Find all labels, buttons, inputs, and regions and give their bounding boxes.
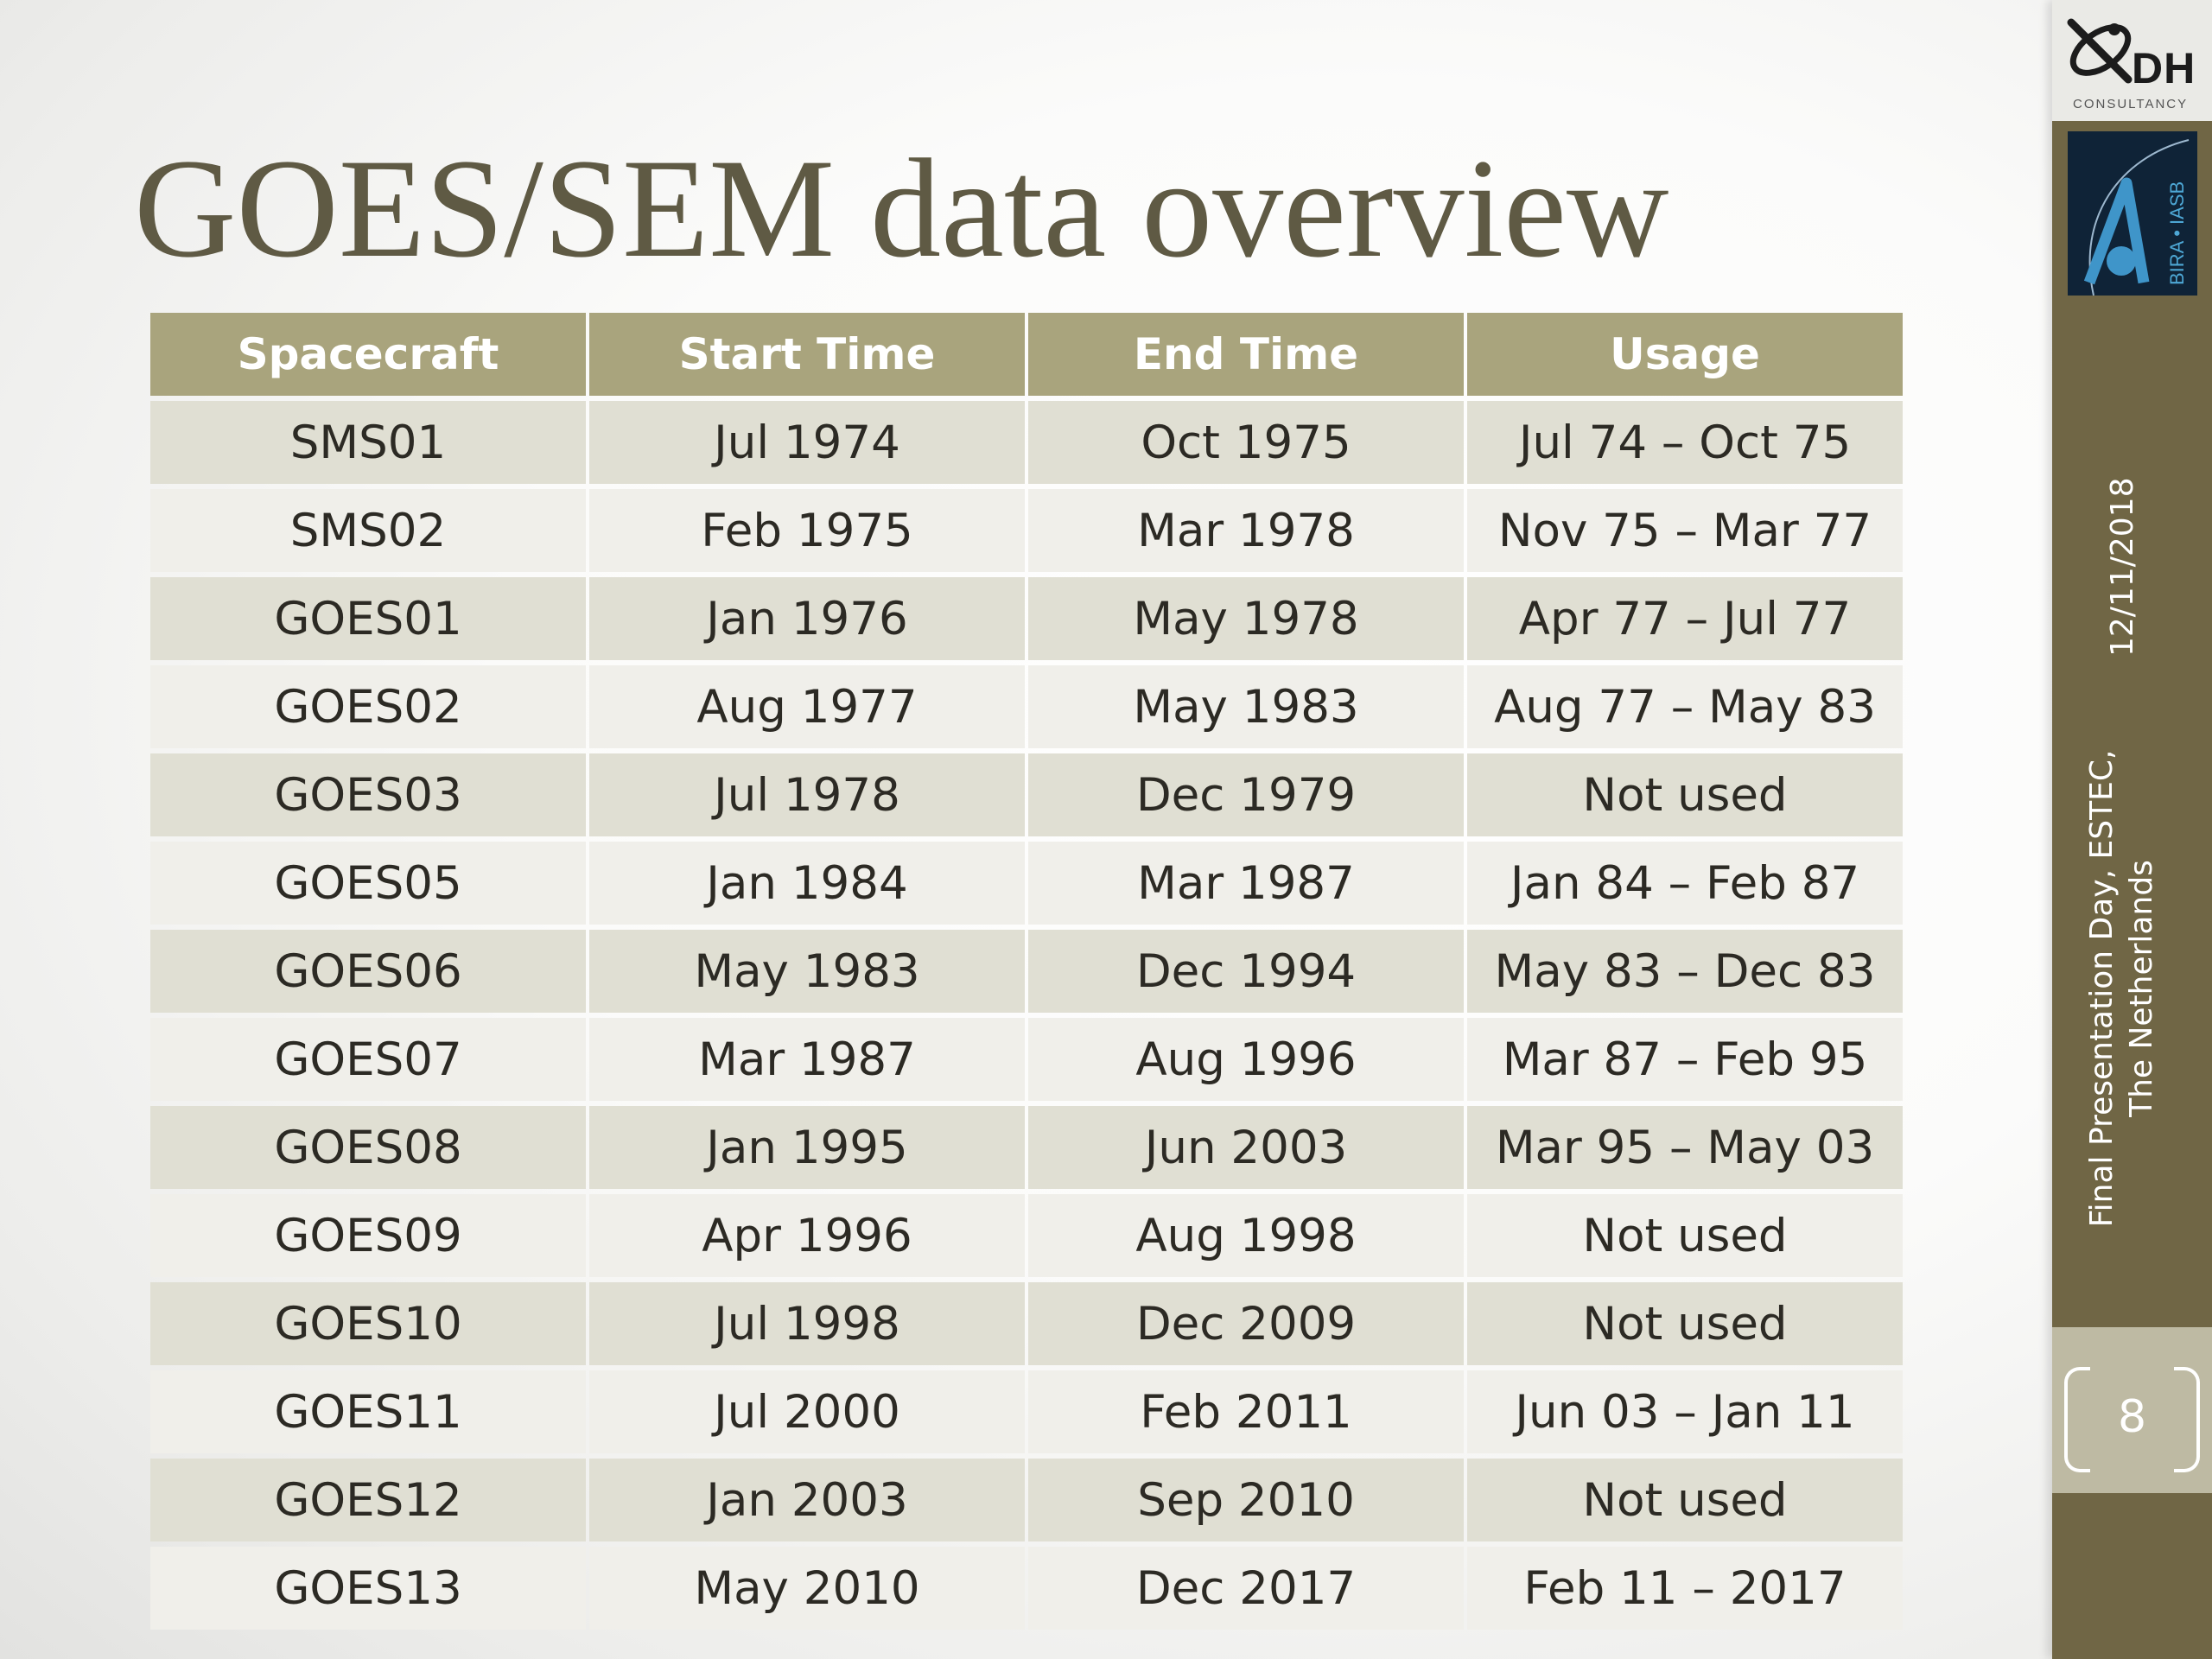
cell-usage: Mar 87 – Feb 95 (1467, 1018, 1903, 1101)
cell-spacecraft: GOES02 (150, 665, 586, 748)
cell-start-time: Jul 1974 (589, 401, 1025, 484)
cell-end-time: Sep 2010 (1028, 1459, 1464, 1541)
cell-end-time: Dec 2009 (1028, 1282, 1464, 1365)
cell-start-time: May 1983 (589, 930, 1025, 1013)
table-row: GOES07 Mar 1987 Aug 1996 Mar 87 – Feb 95 (150, 1018, 1903, 1101)
orbit-logo-icon (2067, 18, 2133, 84)
spacecraft-table: Spacecraft Start Time End Time Usage SMS… (147, 308, 1906, 1635)
column-header-end-time: End Time (1028, 313, 1464, 396)
column-header-start-time: Start Time (589, 313, 1025, 396)
event-line-1: Final Presentation Day, ESTEC, (2084, 749, 2120, 1228)
cell-end-time: Dec 1994 (1028, 930, 1464, 1013)
cell-spacecraft: GOES12 (150, 1459, 586, 1541)
cell-spacecraft: GOES06 (150, 930, 586, 1013)
dh-logo-subtext: CONSULTANCY (2073, 97, 2189, 111)
cell-spacecraft: GOES09 (150, 1194, 586, 1277)
right-bracket-icon (2174, 1367, 2200, 1472)
table-row: GOES06 May 1983 Dec 1994 May 83 – Dec 83 (150, 930, 1903, 1013)
table-row: GOES10 Jul 1998 Dec 2009 Not used (150, 1282, 1903, 1365)
table-row: SMS02 Feb 1975 Mar 1978 Nov 75 – Mar 77 (150, 489, 1903, 572)
cell-end-time: Dec 1979 (1028, 753, 1464, 836)
cell-usage: Not used (1467, 753, 1903, 836)
table-row: GOES01 Jan 1976 May 1978 Apr 77 – Jul 77 (150, 577, 1903, 660)
cell-start-time: Feb 1975 (589, 489, 1025, 572)
cell-spacecraft: GOES01 (150, 577, 586, 660)
cell-start-time: Aug 1977 (589, 665, 1025, 748)
cell-usage: Jul 74 – Oct 75 (1467, 401, 1903, 484)
cell-start-time: Jul 1978 (589, 753, 1025, 836)
cell-usage: Mar 95 – May 03 (1467, 1106, 1903, 1189)
cell-usage: Nov 75 – Mar 77 (1467, 489, 1903, 572)
presentation-date: 12/11/2018 (2105, 477, 2140, 658)
slide-title: GOES/SEM data overview (134, 130, 1669, 287)
cell-end-time: May 1978 (1028, 577, 1464, 660)
cell-end-time: May 1983 (1028, 665, 1464, 748)
cell-spacecraft: GOES11 (150, 1370, 586, 1453)
cell-usage: Jan 84 – Feb 87 (1467, 842, 1903, 925)
bira-iasb-logo: BIRA • IASB (2068, 131, 2197, 296)
cell-end-time: Aug 1996 (1028, 1018, 1464, 1101)
cell-spacecraft: GOES10 (150, 1282, 586, 1365)
cell-start-time: Jan 1984 (589, 842, 1025, 925)
column-header-usage: Usage (1467, 313, 1903, 396)
cell-usage: Aug 77 – May 83 (1467, 665, 1903, 748)
cell-usage: Not used (1467, 1194, 1903, 1277)
cell-usage: Apr 77 – Jul 77 (1467, 577, 1903, 660)
table-row: GOES05 Jan 1984 Mar 1987 Jan 84 – Feb 87 (150, 842, 1903, 925)
table-row: GOES02 Aug 1977 May 1983 Aug 77 – May 83 (150, 665, 1903, 748)
cell-end-time: Feb 2011 (1028, 1370, 1464, 1453)
cell-usage: May 83 – Dec 83 (1467, 930, 1903, 1013)
cell-start-time: Jul 1998 (589, 1282, 1025, 1365)
cell-end-time: Aug 1998 (1028, 1194, 1464, 1277)
cell-end-time: Dec 2017 (1028, 1547, 1464, 1630)
dh-consultancy-logo: DH CONSULTANCY (2052, 0, 2212, 121)
cell-usage: Not used (1467, 1459, 1903, 1541)
cell-start-time: Jan 1976 (589, 577, 1025, 660)
cell-start-time: Mar 1987 (589, 1018, 1025, 1101)
cell-spacecraft: GOES08 (150, 1106, 586, 1189)
cell-spacecraft: SMS01 (150, 401, 586, 484)
event-name: Final Presentation Day, ESTEC, The Nethe… (2082, 747, 2162, 1230)
cell-start-time: Jan 2003 (589, 1459, 1025, 1541)
cell-spacecraft: GOES07 (150, 1018, 586, 1101)
cell-spacecraft: SMS02 (150, 489, 586, 572)
table-row: GOES12 Jan 2003 Sep 2010 Not used (150, 1459, 1903, 1541)
cell-start-time: May 2010 (589, 1547, 1025, 1630)
cell-start-time: Apr 1996 (589, 1194, 1025, 1277)
table-header-row: Spacecraft Start Time End Time Usage (150, 313, 1903, 396)
cell-end-time: Mar 1978 (1028, 489, 1464, 572)
table-row: GOES08 Jan 1995 Jun 2003 Mar 95 – May 03 (150, 1106, 1903, 1189)
cell-end-time: Jun 2003 (1028, 1106, 1464, 1189)
page-number-box: 8 (2052, 1327, 2212, 1493)
cell-spacecraft: GOES13 (150, 1547, 586, 1630)
column-header-spacecraft: Spacecraft (150, 313, 586, 396)
page-number: 8 (2117, 1391, 2147, 1443)
cell-spacecraft: GOES03 (150, 753, 586, 836)
dh-logo-text: DH (2132, 44, 2196, 92)
bira-emblem-icon (2083, 139, 2190, 296)
table-row: GOES09 Apr 1996 Aug 1998 Not used (150, 1194, 1903, 1277)
bira-logo-text: BIRA • IASB (2166, 181, 2188, 285)
table-row: SMS01 Jul 1974 Oct 1975 Jul 74 – Oct 75 (150, 401, 1903, 484)
cell-usage: Feb 11 – 2017 (1467, 1547, 1903, 1630)
table-row: GOES03 Jul 1978 Dec 1979 Not used (150, 753, 1903, 836)
cell-spacecraft: GOES05 (150, 842, 586, 925)
left-bracket-icon (2064, 1367, 2090, 1472)
cell-start-time: Jul 2000 (589, 1370, 1025, 1453)
cell-start-time: Jan 1995 (589, 1106, 1025, 1189)
cell-end-time: Mar 1987 (1028, 842, 1464, 925)
event-line-2: The Netherlands (2124, 860, 2159, 1117)
cell-usage: Jun 03 – Jan 11 (1467, 1370, 1903, 1453)
table-row: GOES11 Jul 2000 Feb 2011 Jun 03 – Jan 11 (150, 1370, 1903, 1453)
cell-usage: Not used (1467, 1282, 1903, 1365)
table-row: GOES13 May 2010 Dec 2017 Feb 11 – 2017 (150, 1547, 1903, 1630)
cell-end-time: Oct 1975 (1028, 401, 1464, 484)
